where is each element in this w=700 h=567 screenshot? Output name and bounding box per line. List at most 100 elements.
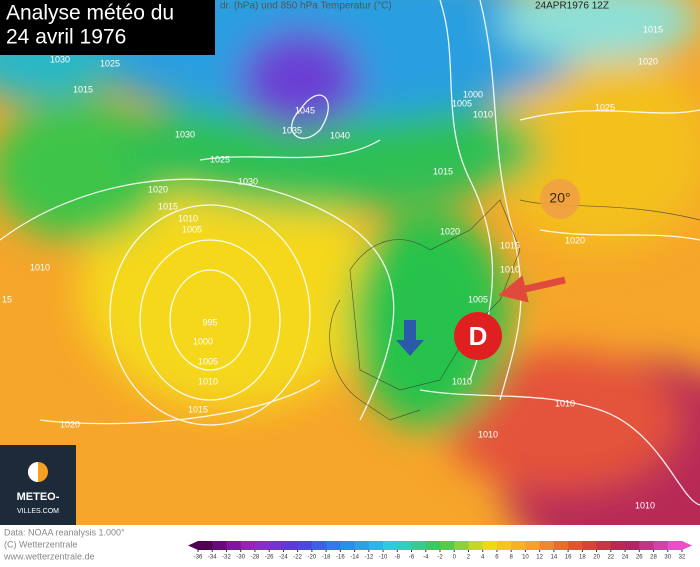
isobar-label: 1000 bbox=[193, 336, 213, 346]
colorbar-tick-label: -30 bbox=[236, 555, 245, 561]
isobar-label: 1010 bbox=[478, 429, 498, 439]
colorbar-tick-label: 28 bbox=[650, 555, 657, 561]
colorbar-segment bbox=[468, 541, 484, 550]
colorbar-segment bbox=[525, 541, 541, 550]
colorbar-tick-label: 26 bbox=[636, 555, 643, 561]
isobar-label: 1010 bbox=[635, 500, 655, 510]
colorbar-tick-label: -22 bbox=[293, 555, 302, 561]
isobar-label: 1015 bbox=[73, 84, 93, 94]
colorbar-tick-label: 8 bbox=[510, 555, 514, 561]
wind-arrow bbox=[498, 275, 566, 303]
colorbar-tick-label: 6 bbox=[495, 555, 499, 561]
colorbar-tick-label: -10 bbox=[379, 555, 388, 561]
colorbar-tick-label: 16 bbox=[565, 555, 572, 561]
isobar-label: 1010 bbox=[555, 398, 575, 408]
colorbar-tick-label: 0 bbox=[453, 555, 457, 561]
colorbar-tick-label: -8 bbox=[395, 555, 401, 561]
isobar-label: 15 bbox=[2, 294, 12, 304]
isobar-label: 1010 bbox=[198, 376, 218, 386]
isobar-label: 1020 bbox=[60, 419, 80, 429]
isobar-label: 1015 bbox=[158, 201, 178, 211]
colorbar-segment bbox=[297, 541, 313, 550]
isobar-labels: 1030 102510151030102510301020101510101005… bbox=[2, 24, 663, 510]
isobar-label: 1010 bbox=[30, 262, 50, 272]
isobar-label: 1020 bbox=[565, 235, 585, 245]
colorbar-tick-label: -14 bbox=[350, 555, 359, 561]
isobar-label: 1025 bbox=[100, 58, 120, 68]
isobar-label: 1010 bbox=[452, 376, 472, 386]
isobar-label: 995 bbox=[202, 317, 217, 327]
isobar-label: 1030 bbox=[50, 54, 70, 64]
isobar-label: 1010 bbox=[500, 264, 520, 274]
colorbar-tick-label: -6 bbox=[409, 555, 415, 561]
colorbar-tick-label: -4 bbox=[423, 555, 429, 561]
colorbar-tick-label: 4 bbox=[481, 555, 485, 561]
colorbar-segment bbox=[625, 541, 640, 550]
isobar-label: 1000 bbox=[463, 89, 483, 99]
colorbar-segment bbox=[440, 541, 455, 550]
colorbar-tick-label: -36 bbox=[194, 555, 203, 561]
isobar-label: 1045 bbox=[295, 105, 315, 115]
isobar-label: 1020 bbox=[638, 56, 658, 66]
logo-box bbox=[0, 445, 76, 525]
colorbar-tick-label: -34 bbox=[208, 555, 217, 561]
isobar-label: 1015 bbox=[433, 166, 453, 176]
colorbar-tick-label: -20 bbox=[308, 555, 317, 561]
isobar-label: 1030 bbox=[175, 129, 195, 139]
colorbar-segment bbox=[368, 541, 384, 550]
depression-label: D bbox=[469, 321, 488, 351]
colorbar-segment bbox=[340, 541, 356, 550]
colorbar-segment bbox=[326, 541, 341, 550]
colorbar-segment bbox=[198, 541, 213, 550]
colorbar-tick-label: 10 bbox=[522, 555, 529, 561]
colorbar-tick-label: 30 bbox=[664, 555, 671, 561]
isobar-label: 1025 bbox=[210, 154, 230, 164]
depression-marker bbox=[454, 312, 502, 360]
footer-line: (C) Wetterzentrale bbox=[4, 539, 77, 549]
isobar-label: 1005 bbox=[182, 224, 202, 234]
colorbar-segment bbox=[482, 541, 498, 550]
logo-text: METEO- bbox=[17, 491, 60, 503]
temperature-marker bbox=[540, 179, 580, 219]
isobar-label: 1020 bbox=[148, 184, 168, 194]
isobar-label: 1025 bbox=[595, 102, 615, 112]
colorbar-segment bbox=[425, 541, 441, 550]
colorbar-tick-label: -16 bbox=[336, 555, 345, 561]
colorbar-tick-label: -32 bbox=[222, 555, 231, 561]
footer-line: www.wetterzentrale.de bbox=[3, 551, 95, 561]
colorbar-segment bbox=[269, 541, 284, 550]
colorbar-segment bbox=[226, 541, 242, 550]
isobar-label: 1015 bbox=[188, 404, 208, 414]
colorbar-segment bbox=[653, 541, 669, 550]
colorbar-segment bbox=[354, 541, 370, 550]
colorbar-segment bbox=[397, 541, 413, 550]
isobar-label: 1040 bbox=[330, 130, 350, 140]
colorbar-segment bbox=[212, 541, 227, 550]
isobar-label: 1005 bbox=[198, 356, 218, 366]
colorbar-tick-label: -12 bbox=[364, 555, 373, 561]
colorbar-segment bbox=[240, 541, 256, 550]
title-line: 24 avril 1976 bbox=[6, 26, 126, 49]
colorbar-tick-label: 2 bbox=[467, 555, 471, 561]
title-line: Analyse météo du bbox=[6, 2, 174, 25]
cold-arrow bbox=[396, 320, 424, 356]
colorbar-end bbox=[188, 541, 198, 550]
isobar-label: 1015 bbox=[500, 240, 520, 250]
colorbar-segment bbox=[496, 541, 512, 550]
colorbar-tick-label: 12 bbox=[536, 555, 543, 561]
colorbar-segment bbox=[411, 541, 427, 550]
colorbar-segment bbox=[568, 541, 583, 550]
isobar-label: 1020 bbox=[440, 226, 460, 236]
colorbar-tick-label: 20 bbox=[593, 555, 600, 561]
isobar-label: 1035 bbox=[282, 125, 302, 135]
colorbar-segment bbox=[639, 541, 655, 550]
isobar-label: 1015 bbox=[643, 24, 663, 34]
colorbar-tick-label: 22 bbox=[607, 555, 614, 561]
colorbar-end bbox=[682, 541, 692, 550]
colorbar-segment bbox=[254, 541, 270, 550]
colorbar-segment bbox=[553, 541, 569, 550]
colorbar-tick-label: -2 bbox=[437, 555, 443, 561]
colorbar-tick-label: -18 bbox=[322, 555, 331, 561]
